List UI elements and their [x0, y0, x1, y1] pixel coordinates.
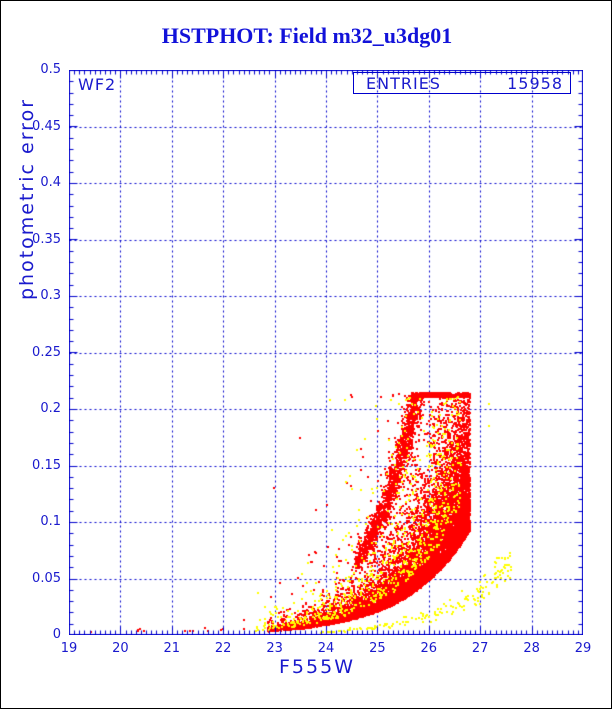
x-tick-label: 19	[60, 641, 78, 656]
x-tick-label: 23	[266, 641, 283, 656]
y-tick-label: 0.05	[32, 570, 61, 586]
y-tick-label: 0.5	[40, 62, 61, 77]
x-tick-label: 24	[317, 641, 335, 656]
entries-box: ENTRIES 15958	[353, 72, 571, 94]
entries-value: 15958	[507, 73, 563, 93]
x-tick-label: 26	[420, 641, 438, 656]
y-tick-label: 0	[52, 627, 61, 642]
x-tick-label: 28	[523, 641, 540, 656]
y-tick-label: 0.3	[40, 288, 61, 303]
x-tick-label: 25	[369, 641, 386, 656]
y-tick-label: 0.45	[32, 118, 61, 134]
x-tick-label: 27	[471, 641, 489, 656]
y-tick-label: 0.1	[40, 514, 61, 529]
y-axis-title: photometric error	[16, 97, 38, 301]
x-tick-label: 21	[163, 641, 181, 656]
y-tick-label: 0.4	[40, 175, 61, 190]
scatter-plot-canvas	[69, 70, 583, 635]
y-tick-label: 0.35	[32, 231, 61, 247]
y-tick-label: 0.25	[32, 344, 61, 360]
x-axis-title: F555W	[279, 656, 355, 678]
y-tick-label: 0.2	[40, 401, 61, 416]
x-tick-label: 20	[112, 641, 129, 656]
x-tick-label: 29	[574, 641, 592, 656]
x-tick-label: 22	[214, 641, 232, 656]
page-title: HSTPHOT: Field m32_u3dg01	[161, 23, 453, 48]
y-tick-label: 0.15	[32, 457, 61, 473]
chip-label: WF2	[78, 75, 117, 94]
entries-label: ENTRIES	[366, 73, 441, 93]
